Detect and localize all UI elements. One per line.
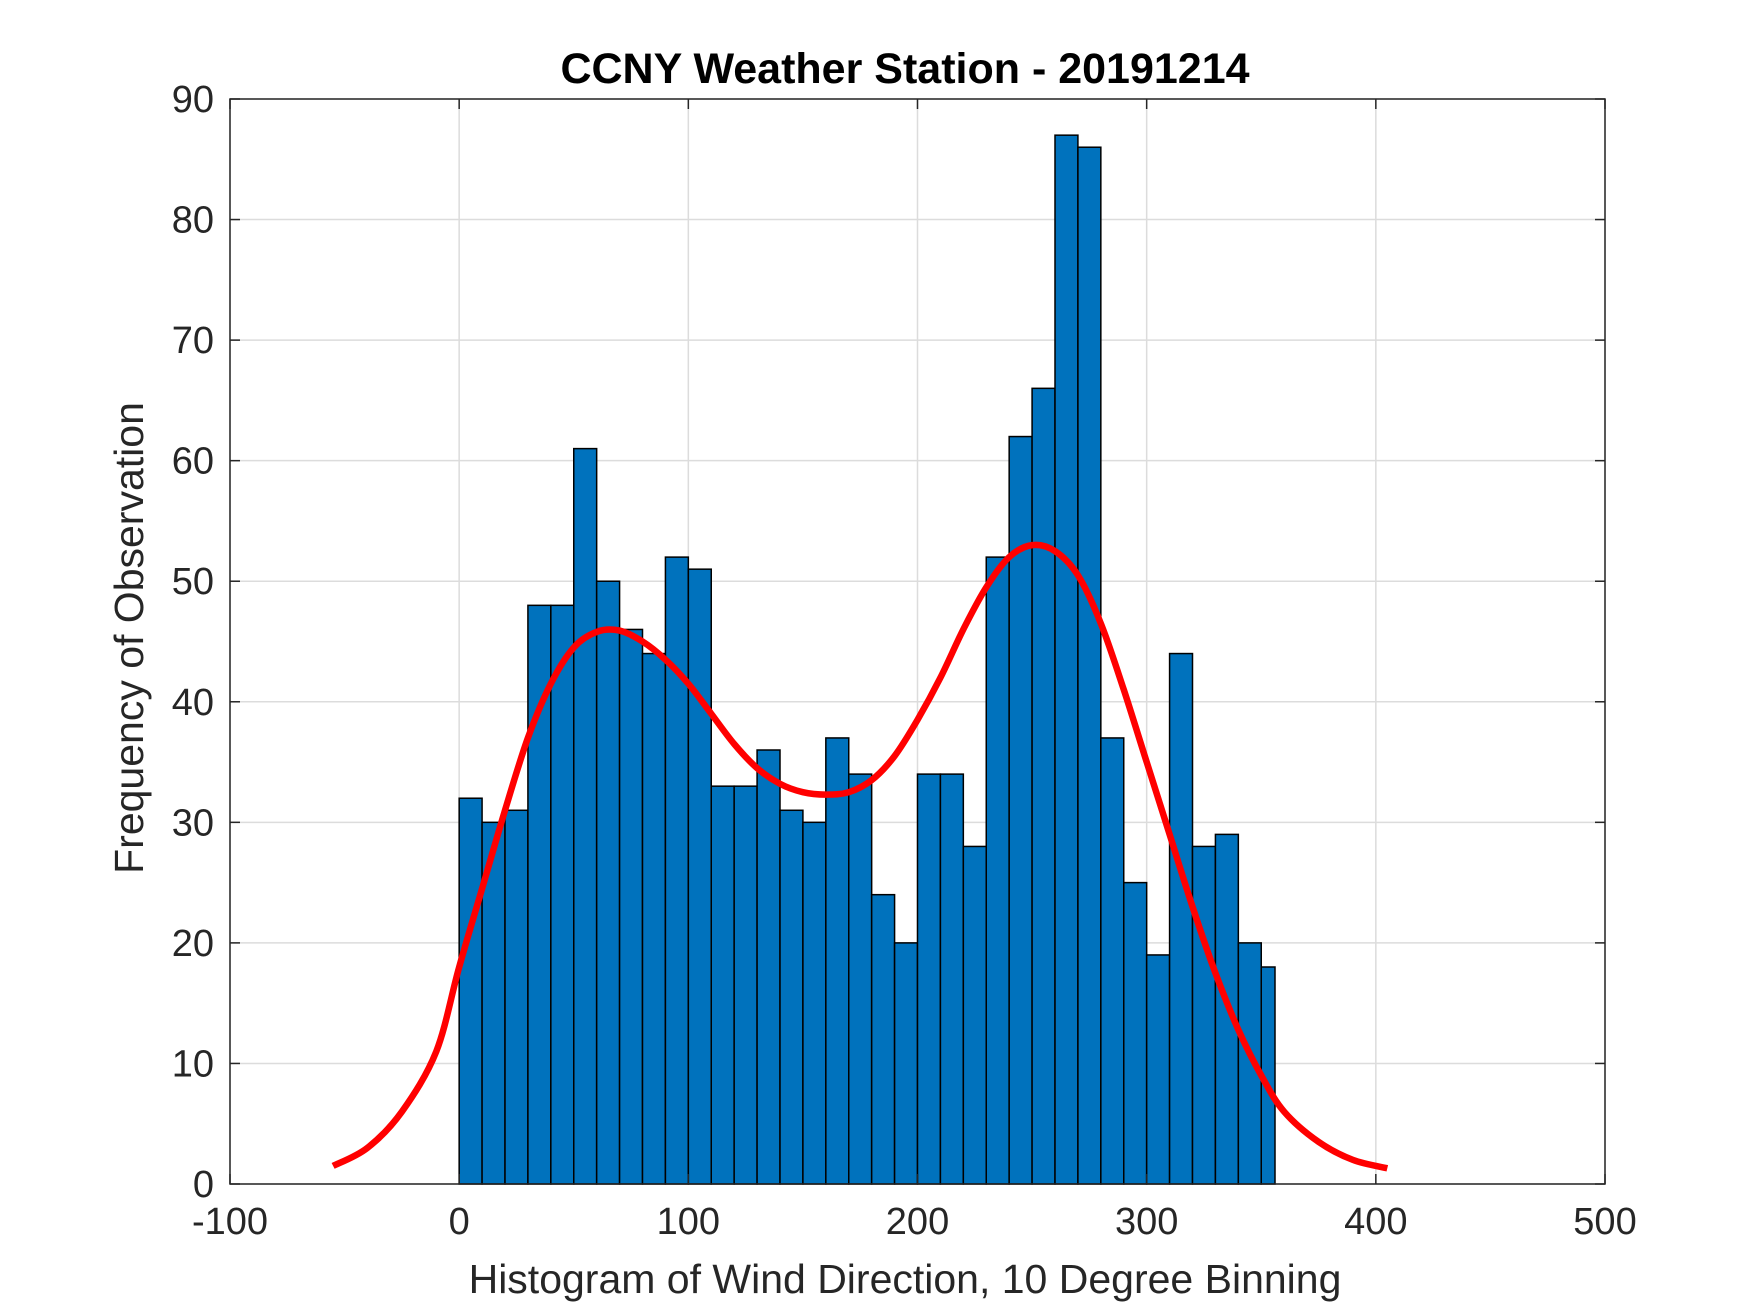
histogram-bar <box>618 628 644 1185</box>
histogram-bar <box>1031 387 1056 1185</box>
y-tick-label: 30 <box>172 802 214 844</box>
histogram-bar <box>687 568 712 1185</box>
fit-curve-line <box>331 541 1389 1172</box>
histogram-bar <box>756 749 781 1185</box>
x-tick-label: 0 <box>449 1201 470 1243</box>
histogram-bar <box>939 773 965 1185</box>
histogram-bar <box>733 785 758 1185</box>
labels: CCNY Weather Station - 20191214 Histogra… <box>106 45 1341 1302</box>
histogram-bar <box>1191 845 1217 1185</box>
x-tick-label: 400 <box>1344 1201 1407 1243</box>
y-tick-label: 90 <box>172 79 214 121</box>
histogram-bar <box>710 785 735 1185</box>
y-tick-label: 50 <box>172 561 214 603</box>
x-tick-label: 500 <box>1573 1201 1636 1243</box>
histogram-bar <box>1123 881 1148 1185</box>
histogram-bar <box>664 556 690 1185</box>
histogram-bar <box>985 556 1010 1185</box>
histogram-bar <box>1077 146 1102 1185</box>
histogram-bar <box>870 893 896 1185</box>
histogram-bar <box>504 809 529 1185</box>
histogram-bar <box>573 447 598 1185</box>
y-tick-label: 0 <box>193 1164 214 1206</box>
histogram-bar <box>916 773 942 1185</box>
histogram-bar <box>962 845 987 1185</box>
histogram-bar <box>825 737 850 1185</box>
histogram-bar <box>595 580 621 1185</box>
x-tick-label: 200 <box>886 1201 949 1243</box>
x-axis-label: Histogram of Wind Direction, 10 Degree B… <box>469 1256 1342 1302</box>
histogram-bar <box>802 821 827 1185</box>
histogram-bar <box>1100 737 1125 1185</box>
y-axis-label: Frequency of Observation <box>106 402 152 874</box>
histogram-bar <box>893 942 919 1185</box>
histogram-bar <box>458 797 483 1185</box>
histogram-bar <box>550 604 575 1185</box>
y-tick-label: 20 <box>172 923 214 965</box>
x-tick-label: 100 <box>657 1201 720 1243</box>
histogram-bar <box>848 773 873 1185</box>
x-tick-label: -100 <box>192 1201 268 1243</box>
y-tick-label: 60 <box>172 441 214 483</box>
histogram-bar <box>779 809 804 1185</box>
y-tick-label: 80 <box>172 200 214 242</box>
y-tick-label: 40 <box>172 682 214 724</box>
histogram-bar <box>1168 652 1194 1185</box>
chart-title: CCNY Weather Station - 20191214 <box>560 45 1249 93</box>
fit-curve-layer <box>331 541 1389 1172</box>
histogram-bars <box>458 134 1276 1185</box>
histogram-bar <box>1145 954 1171 1185</box>
y-tick-label: 70 <box>172 320 214 362</box>
histogram-bar <box>641 652 667 1185</box>
x-tick-label: 300 <box>1115 1201 1178 1243</box>
histogram-bar <box>1054 134 1079 1185</box>
y-tick-label: 10 <box>172 1043 214 1085</box>
